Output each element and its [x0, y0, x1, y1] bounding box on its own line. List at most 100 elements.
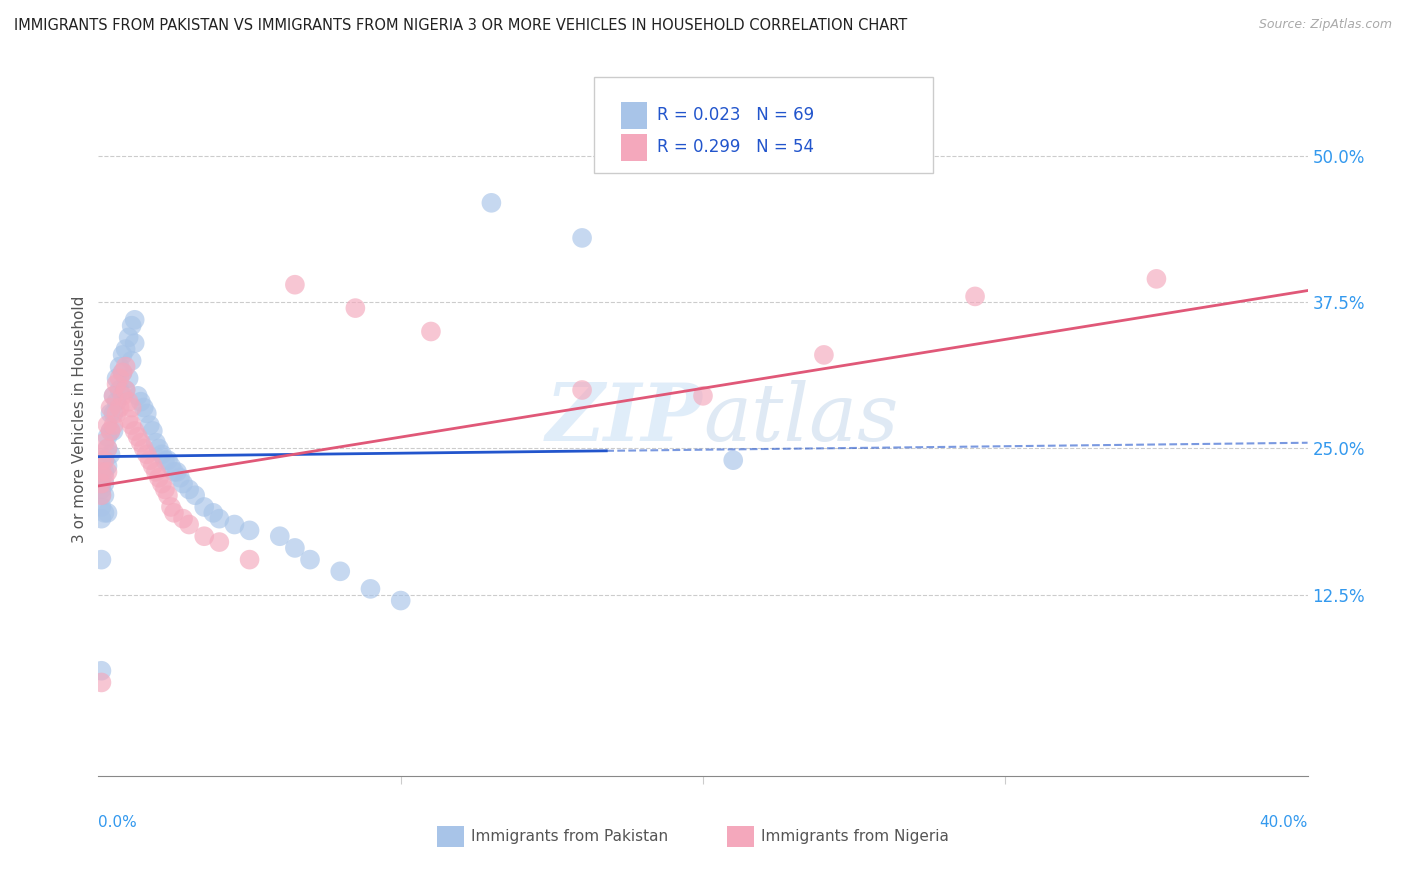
Point	[692, 389, 714, 403]
Point	[723, 453, 745, 467]
Point	[142, 424, 165, 438]
Point	[90, 552, 112, 566]
Point	[344, 301, 367, 315]
Text: IMMIGRANTS FROM PAKISTAN VS IMMIGRANTS FROM NIGERIA 3 OR MORE VEHICLES IN HOUSEH: IMMIGRANTS FROM PAKISTAN VS IMMIGRANTS F…	[14, 18, 907, 33]
Point	[224, 517, 246, 532]
Point	[135, 447, 157, 461]
Point	[100, 447, 122, 461]
Point	[139, 418, 162, 433]
Point	[121, 353, 143, 368]
Point	[111, 348, 134, 362]
Point	[239, 552, 262, 566]
Point	[127, 389, 149, 403]
FancyBboxPatch shape	[621, 134, 647, 161]
Point	[114, 383, 136, 397]
Point	[111, 389, 134, 403]
FancyBboxPatch shape	[727, 826, 754, 847]
Point	[100, 424, 122, 438]
Text: 40.0%: 40.0%	[1260, 815, 1308, 830]
Point	[103, 418, 125, 433]
Point	[108, 371, 131, 385]
Point	[481, 195, 503, 210]
Point	[90, 476, 112, 491]
Text: atlas: atlas	[703, 381, 898, 458]
Point	[160, 458, 183, 473]
Point	[163, 506, 186, 520]
Point	[118, 394, 141, 409]
Point	[105, 377, 128, 392]
Point	[90, 511, 112, 525]
Point	[90, 500, 112, 514]
Point	[166, 465, 188, 479]
Point	[179, 483, 201, 497]
Point	[118, 412, 141, 426]
Point	[93, 506, 115, 520]
Point	[108, 359, 131, 374]
Point	[145, 435, 167, 450]
Point	[813, 348, 835, 362]
Point	[93, 476, 115, 491]
Point	[571, 231, 593, 245]
Point	[100, 406, 122, 420]
Point	[1144, 272, 1167, 286]
Point	[108, 401, 131, 415]
Point	[118, 371, 141, 385]
Point	[96, 465, 118, 479]
Point	[179, 517, 201, 532]
Point	[93, 465, 115, 479]
FancyBboxPatch shape	[621, 102, 647, 128]
Point	[139, 453, 162, 467]
Point	[420, 325, 443, 339]
Point	[124, 336, 146, 351]
Point	[105, 371, 128, 385]
Point	[389, 593, 412, 607]
Point	[100, 424, 122, 438]
Point	[103, 424, 125, 438]
Point	[96, 442, 118, 456]
Point	[153, 453, 176, 467]
Point	[100, 401, 122, 415]
Point	[121, 418, 143, 433]
Point	[172, 511, 194, 525]
Point	[169, 471, 191, 485]
Point	[93, 453, 115, 467]
Point	[299, 552, 322, 566]
Text: R = 0.023   N = 69: R = 0.023 N = 69	[657, 106, 814, 124]
Point	[132, 442, 155, 456]
Point	[127, 430, 149, 444]
Point	[172, 476, 194, 491]
Point	[202, 506, 225, 520]
Point	[193, 529, 215, 543]
Point	[269, 529, 291, 543]
Point	[96, 442, 118, 456]
Point	[965, 289, 987, 303]
Point	[90, 476, 112, 491]
Point	[96, 506, 118, 520]
Point	[111, 366, 134, 380]
Point	[114, 359, 136, 374]
Text: R = 0.299   N = 54: R = 0.299 N = 54	[657, 138, 814, 156]
Point	[129, 394, 152, 409]
Point	[163, 465, 186, 479]
Point	[329, 564, 352, 578]
Point	[96, 418, 118, 433]
Point	[93, 488, 115, 502]
Point	[90, 483, 112, 497]
Point	[96, 458, 118, 473]
Point	[132, 401, 155, 415]
Point	[105, 406, 128, 420]
Point	[103, 406, 125, 420]
Point	[184, 488, 207, 502]
Point	[208, 511, 231, 525]
Point	[93, 435, 115, 450]
Point	[90, 465, 112, 479]
Point	[284, 277, 307, 292]
Point	[156, 488, 179, 502]
Point	[208, 535, 231, 549]
FancyBboxPatch shape	[437, 826, 464, 847]
FancyBboxPatch shape	[595, 77, 932, 173]
Point	[111, 366, 134, 380]
Point	[148, 442, 170, 456]
Point	[114, 383, 136, 397]
Point	[135, 406, 157, 420]
